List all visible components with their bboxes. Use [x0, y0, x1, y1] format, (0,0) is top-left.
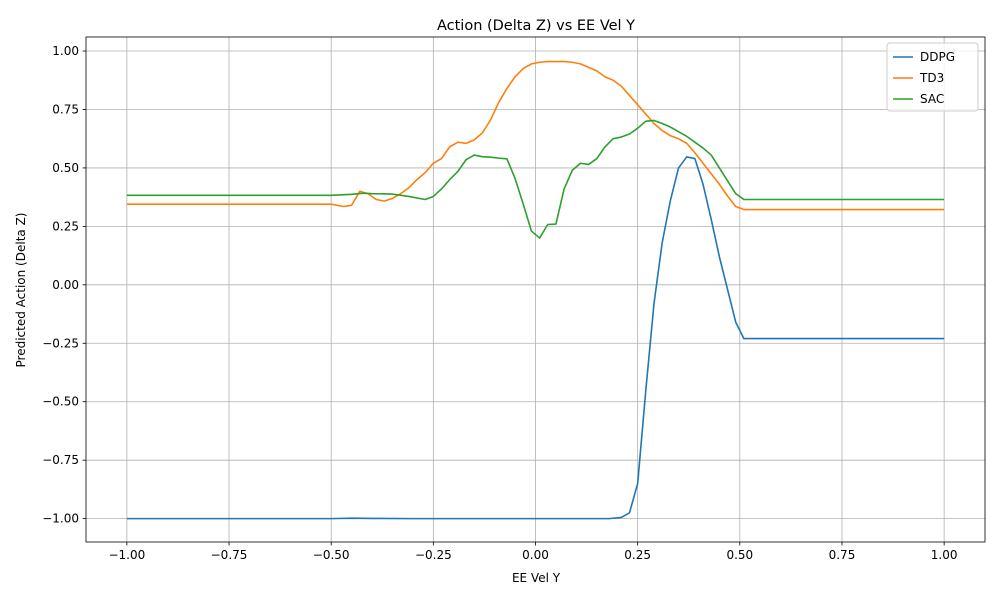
y-tick-label: −0.50 — [42, 395, 79, 409]
y-axis-ticks: −1.00 −0.75 −0.50 −0.25 0.00 0.25 0.50 0.75 1.00 — [42, 44, 86, 526]
legend-label-ddpg: DDPG — [920, 50, 955, 64]
x-tick-label: 0.25 — [624, 548, 651, 562]
y-tick-label: 0.75 — [52, 102, 79, 116]
series-lines — [126, 60, 945, 520]
y-tick-label: −0.75 — [42, 453, 79, 467]
y-tick-label: −1.00 — [42, 512, 79, 526]
y-axis-title: Predicted Action (Delta Z) — [14, 213, 28, 368]
x-tick-label: 0.50 — [726, 548, 753, 562]
x-tick-label: −0.75 — [211, 548, 248, 562]
legend-label-sac: SAC — [920, 92, 944, 106]
legend-label-td3: TD3 — [919, 71, 944, 85]
y-tick-label: 0.50 — [52, 161, 79, 175]
x-tick-label: −0.25 — [415, 548, 452, 562]
x-tick-label: 0.75 — [829, 548, 856, 562]
plot-area — [85, 36, 986, 543]
y-gridlines — [86, 50, 985, 520]
x-gridlines — [126, 37, 945, 542]
x-tick-label: −1.00 — [108, 548, 145, 562]
x-tick-label: 1.00 — [931, 548, 958, 562]
y-tick-label: 0.25 — [52, 219, 79, 233]
legend-box — [886, 42, 979, 112]
x-tick-label: 0.00 — [522, 548, 549, 562]
x-axis-title: EE Vel Y — [512, 571, 561, 585]
y-tick-label: 0.00 — [52, 278, 79, 292]
series-line-ddpg — [126, 156, 945, 520]
y-tick-label: −0.25 — [42, 336, 79, 350]
y-tick-label: 1.00 — [52, 44, 79, 58]
chart-title: Action (Delta Z) vs EE Vel Y — [437, 18, 635, 34]
series-line-sac — [126, 119, 945, 239]
x-tick-label: −0.50 — [313, 548, 350, 562]
legend: DDPG TD3 SAC — [886, 42, 979, 112]
x-axis-ticks: −1.00 −0.75 −0.50 −0.25 0.00 0.25 0.50 0.75 1.00 — [108, 542, 957, 562]
